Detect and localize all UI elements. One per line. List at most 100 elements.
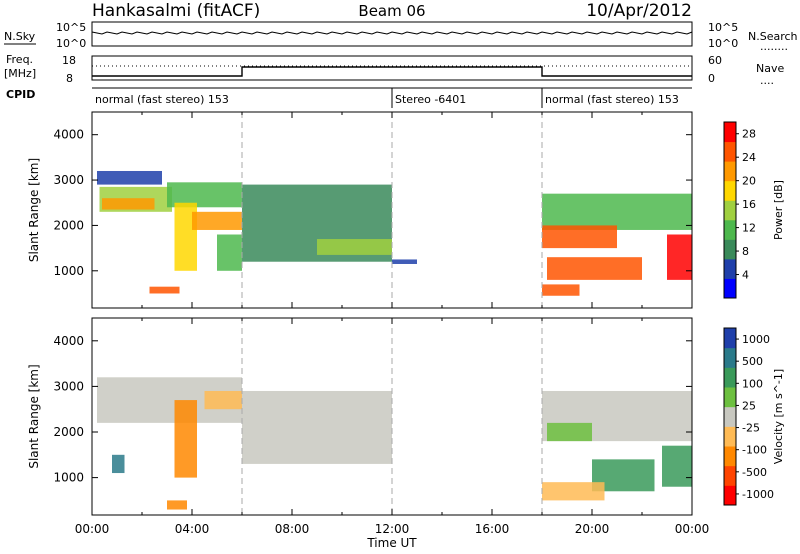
- station-title: Hankasalmi (fitACF): [92, 1, 260, 21]
- y-tick-label: 2000: [53, 425, 84, 439]
- data-band: [174, 202, 197, 271]
- colorbar-tick-label: 8: [742, 245, 749, 258]
- nsearch-label: N.Search: [748, 30, 798, 43]
- y-axis-label: Slant Range [km]: [27, 364, 41, 468]
- colorbar-swatch: [724, 161, 736, 182]
- colorbar-swatch: [724, 258, 736, 279]
- colorbar-tick-label: 24: [742, 151, 756, 164]
- x-tick-label: 08:00: [275, 522, 310, 536]
- colorbar-swatch: [724, 347, 736, 368]
- data-band: [97, 170, 162, 185]
- colorbar-label: Power [dB]: [772, 180, 785, 240]
- colorbar-tick-label: 28: [742, 128, 756, 141]
- freq-line: [92, 66, 692, 77]
- y-axis-label: Slant Range [km]: [27, 158, 41, 262]
- colorbar-swatch: [724, 367, 736, 388]
- nsearch-tick-top: 10^5: [708, 21, 738, 34]
- colorbar-swatch: [724, 200, 736, 221]
- colorbar-swatch: [724, 446, 736, 467]
- data-band: [174, 400, 197, 478]
- data-band: [392, 259, 417, 264]
- colorbar-swatch: [724, 406, 736, 427]
- data-band: [542, 482, 605, 501]
- colorbar-tick-label: 100: [742, 377, 763, 390]
- data-band: [542, 284, 580, 296]
- x-tick-label: 00:00: [675, 522, 710, 536]
- data-band: [102, 198, 155, 210]
- colorbar-swatch: [724, 485, 736, 506]
- colorbar-swatch: [724, 122, 736, 143]
- cpid-segment-label: normal (fast stereo) 153: [95, 93, 229, 106]
- freq-trace: [92, 65, 692, 77]
- nave-label: Nave: [756, 62, 784, 75]
- beam-title: Beam 06: [358, 2, 425, 20]
- data-band: [547, 422, 592, 442]
- colorbar-tick-label: -25: [742, 422, 760, 435]
- data-band: [242, 390, 392, 464]
- date-title: 10/Apr/2012: [586, 1, 692, 21]
- data-band: [542, 225, 617, 249]
- freq-tick-top: 18: [62, 54, 76, 67]
- y-tick-label: 1000: [53, 264, 84, 278]
- colorbar-frame: [723, 121, 737, 299]
- data-band: [542, 193, 692, 230]
- y-tick-label: 3000: [53, 173, 84, 187]
- x-axis-label: Time UT: [366, 536, 417, 550]
- cpid-segments: normal (fast stereo) 153 Stereo -6401 norm…: [95, 88, 679, 108]
- x-tick-label: 04:00: [175, 522, 210, 536]
- y-tick-label: 4000: [53, 128, 84, 142]
- colorbar-swatch: [724, 387, 736, 408]
- nave-tick-top: 60: [708, 54, 722, 67]
- colorbar-tick-label: 20: [742, 175, 756, 188]
- colorbar-swatch: [724, 465, 736, 486]
- nsearch-tick-bottom: 10^0: [708, 37, 738, 50]
- data-band: [317, 239, 392, 255]
- velocity-panel: 1000 2000 3000 4000 00:00 04:00 08:00 12:00 16:0…: [27, 317, 785, 550]
- colorbar-tick-label: 1000: [742, 333, 770, 346]
- freq-unit-label: [MHz]: [4, 67, 36, 80]
- data-band: [149, 286, 180, 294]
- colorbar-swatch: [724, 239, 736, 260]
- colorbar-swatch: [724, 328, 736, 349]
- colorbar-tick-label: -500: [742, 466, 767, 479]
- colorbar-tick-label: 16: [742, 198, 756, 211]
- y-tick-label: 4000: [53, 334, 84, 348]
- freq-panel-frame: [91, 55, 693, 81]
- y-tick-label: 3000: [53, 379, 84, 393]
- colorbar-label: Velocity [m s^-1]: [772, 369, 785, 464]
- colorbar-swatch: [724, 141, 736, 162]
- nsky-panel-frame: [91, 21, 693, 47]
- data-band: [547, 257, 642, 280]
- colorbar-swatch: [724, 278, 736, 299]
- x-tick-label: 00:00: [75, 522, 110, 536]
- x-tick-label: 12:00: [375, 522, 410, 536]
- data-band: [167, 500, 187, 510]
- colorbar-swatch: [724, 219, 736, 240]
- colorbar-tick-label: -100: [742, 444, 767, 457]
- cpid-segment-label: Stereo -6401: [395, 93, 466, 106]
- nsearch-legend: ........: [760, 40, 788, 53]
- nsky-tick-top: 10^5: [56, 21, 86, 34]
- y-tick-label: 2000: [53, 218, 84, 232]
- nsky-label: N.Sky: [4, 30, 36, 43]
- data-band: [217, 234, 242, 271]
- data-band: [192, 211, 242, 230]
- nave-legend: ....: [760, 74, 774, 87]
- colorbar-swatch: [724, 426, 736, 447]
- nsky-tick-bottom: 10^0: [56, 37, 86, 50]
- freq-tick-bottom: 8: [66, 72, 73, 85]
- data-band: [662, 445, 692, 487]
- cpid-label: CPID: [6, 88, 35, 101]
- data-band: [112, 454, 125, 474]
- cpid-segment-label: normal (fast stereo) 153: [545, 93, 679, 106]
- power-panel: 1000 2000 3000 4000 Slant Range [km] 4 8 12 16 20…: [27, 111, 785, 309]
- colorbar-frame: [723, 327, 737, 506]
- y-tick-label: 1000: [53, 471, 84, 485]
- x-tick-label: 16:00: [475, 522, 510, 536]
- freq-label: Freq.: [6, 53, 33, 66]
- nave-tick-bottom: 0: [708, 72, 715, 85]
- nsky-line: [91, 31, 693, 35]
- colorbar-swatch: [724, 180, 736, 201]
- x-tick-label: 20:00: [575, 522, 610, 536]
